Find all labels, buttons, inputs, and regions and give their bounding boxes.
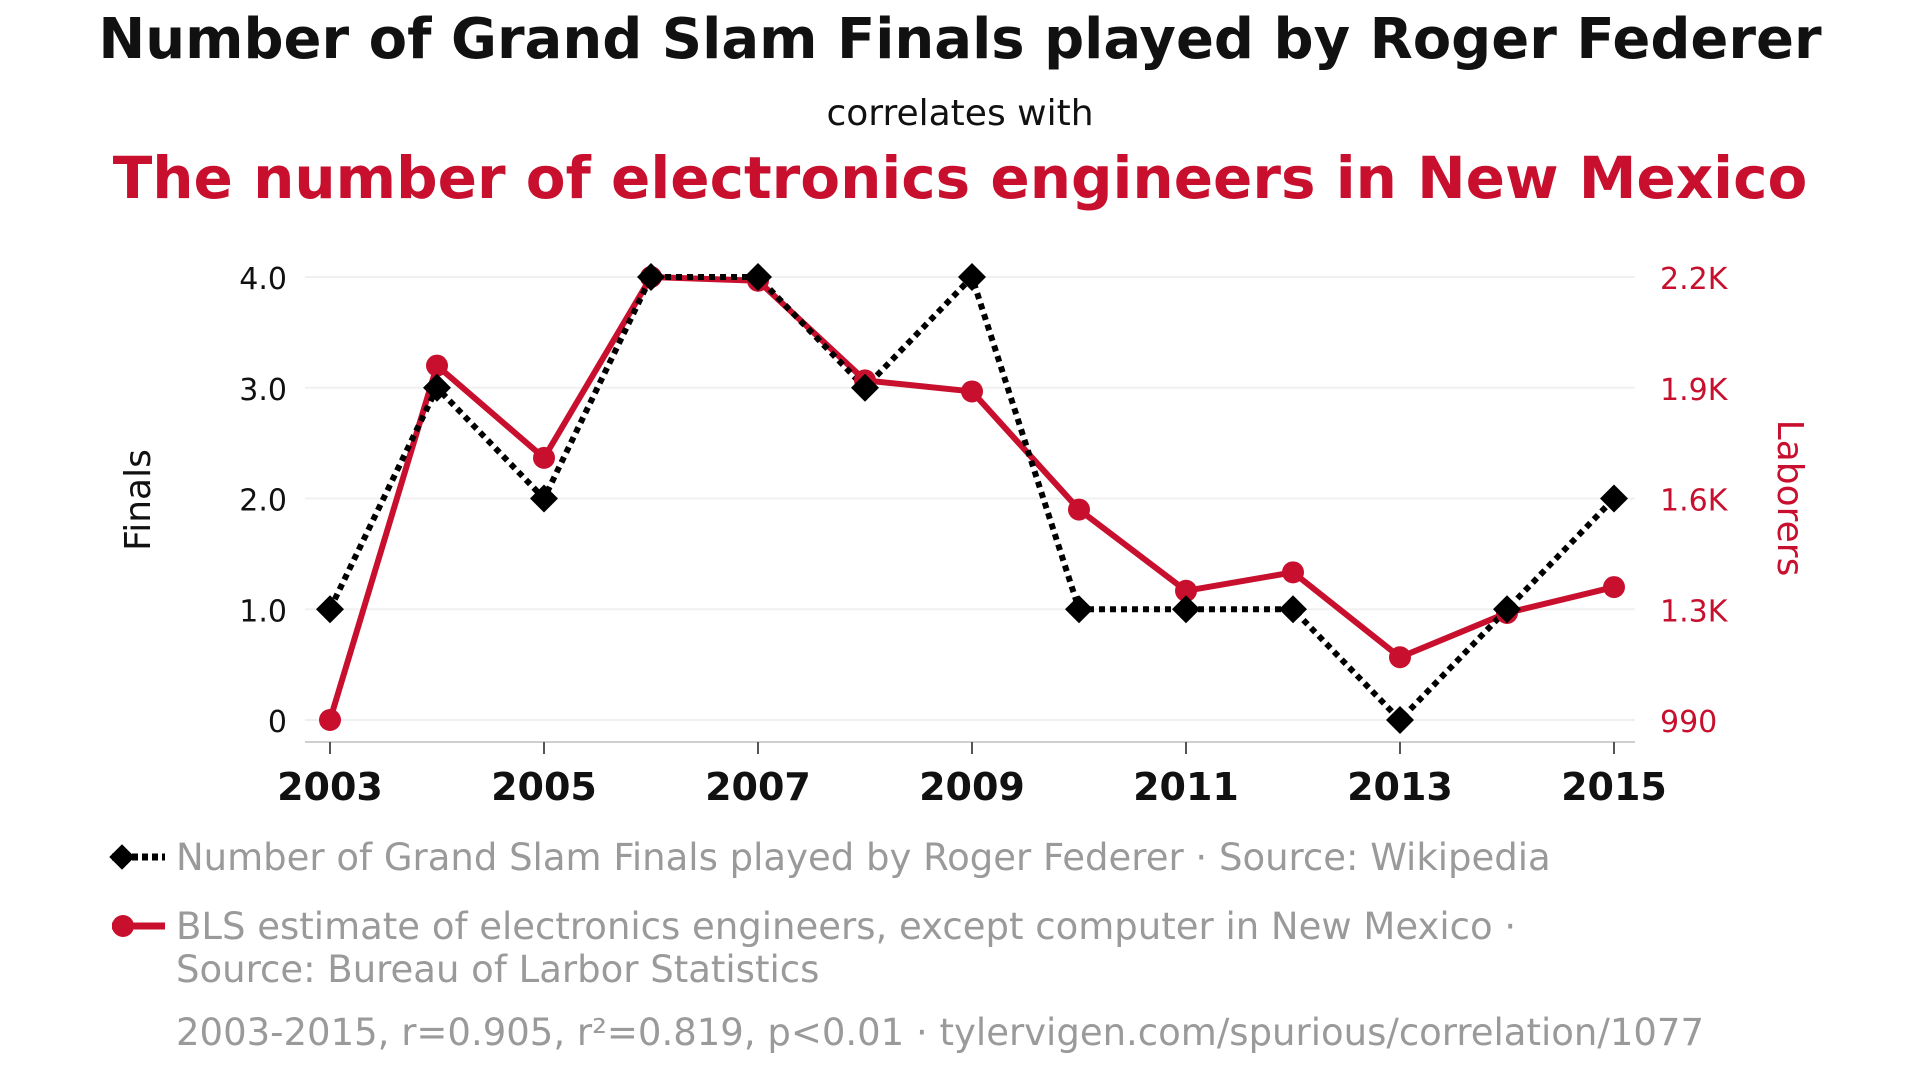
chart-footer: 2003-2015, r=0.905, r²=0.819, p<0.01 · t… bbox=[176, 1011, 1704, 1054]
y-tick-label-right: 1.9K bbox=[1660, 373, 1729, 408]
y-tick-label-right: 1.3K bbox=[1660, 594, 1729, 629]
engineers-point bbox=[426, 354, 448, 377]
x-tick-label: 2015 bbox=[1561, 765, 1667, 809]
engineers-point bbox=[533, 446, 555, 469]
finals-point bbox=[637, 263, 665, 291]
engineers-point bbox=[1282, 561, 1304, 584]
legend-item-engineers: BLS estimate of electronics engineers, e… bbox=[112, 905, 1516, 991]
y-tick-label-left: 2.0 bbox=[239, 484, 287, 519]
finals-point bbox=[1493, 595, 1521, 624]
engineers-point bbox=[1068, 498, 1090, 521]
finals-point bbox=[958, 263, 986, 291]
x-tick-label: 2013 bbox=[1347, 765, 1453, 809]
finals-point bbox=[744, 263, 772, 291]
chart-title: Number of Grand Slam Finals played by Ro… bbox=[98, 7, 1822, 72]
finals-point bbox=[1386, 706, 1414, 734]
finals-point bbox=[1600, 484, 1628, 513]
legend-engineers-text-line2: Source: Bureau of Larbor Statistics bbox=[176, 948, 819, 991]
y-axis-left-label: Finals bbox=[118, 449, 159, 551]
legend-swatch-engineers-dot bbox=[112, 915, 134, 937]
engineers-point bbox=[1603, 576, 1625, 599]
y-tick-label-left: 0 bbox=[268, 705, 287, 740]
x-tick-label: 2007 bbox=[705, 765, 811, 809]
finals-point bbox=[1065, 595, 1093, 624]
finals-point bbox=[1279, 595, 1307, 624]
y-tick-label-left: 3.0 bbox=[239, 373, 287, 408]
engineers-point bbox=[961, 380, 983, 403]
finals-point bbox=[316, 595, 344, 624]
chart-connector: correlates with bbox=[826, 93, 1093, 134]
finals-point bbox=[423, 373, 451, 402]
legend-item-finals: Number of Grand Slam Finals played by Ro… bbox=[109, 836, 1551, 879]
y-tick-label-left: 1.0 bbox=[239, 594, 287, 629]
axis-layer: 0 990 1.0 1.3K 2.0 1.6K 3.0 1.9K 4.0 2.2K 2003 2005… bbox=[239, 262, 1728, 809]
chart-subtitle: The number of electronics engineers in N… bbox=[113, 144, 1808, 212]
engineers-point bbox=[1389, 646, 1411, 669]
x-tick-label: 2011 bbox=[1133, 765, 1239, 809]
legend-finals-text: Number of Grand Slam Finals played by Ro… bbox=[176, 836, 1551, 879]
y-tick-label-right: 2.2K bbox=[1660, 262, 1729, 297]
legend: Number of Grand Slam Finals played by Ro… bbox=[109, 836, 1551, 991]
legend-engineers-text-line1: BLS estimate of electronics engineers, e… bbox=[176, 905, 1516, 948]
engineers-point bbox=[1175, 579, 1197, 602]
series-layer bbox=[316, 263, 1628, 734]
y-axis-right-label: Laborers bbox=[1769, 420, 1810, 577]
finals-point bbox=[1172, 595, 1200, 624]
x-tick-label: 2005 bbox=[491, 765, 597, 809]
y-tick-label-left: 4.0 bbox=[239, 262, 287, 297]
legend-swatch-finals-diamond bbox=[109, 844, 135, 870]
finals-point bbox=[851, 373, 879, 402]
grid-layer bbox=[305, 276, 1635, 721]
x-tick-label: 2003 bbox=[277, 765, 383, 809]
engineers-point bbox=[319, 709, 341, 731]
x-tick-label: 2009 bbox=[919, 765, 1025, 809]
y-tick-label-right: 1.6K bbox=[1660, 484, 1729, 519]
y-tick-label-right: 990 bbox=[1660, 705, 1717, 740]
finals-point bbox=[530, 484, 558, 513]
